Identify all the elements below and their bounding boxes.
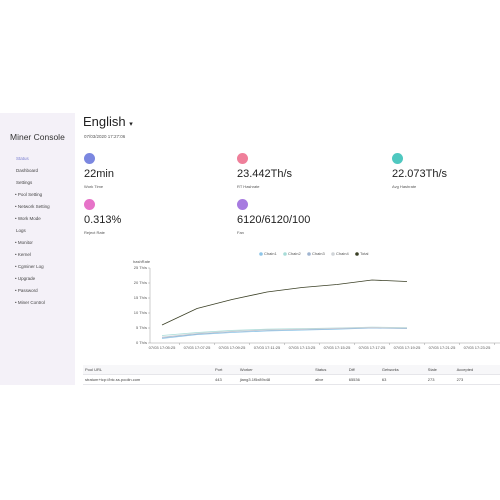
legend-label: Chain2 [288, 251, 301, 256]
stat-value: 6120/6120/100 [237, 214, 311, 226]
table-cell: 443 [213, 374, 238, 385]
legend-label: Chain1 [264, 251, 277, 256]
table-cell: jiang3.1f5x89x48 [237, 374, 314, 385]
stat-card: 22.073Th/s Avg Hashrate [392, 153, 500, 189]
x-tick-label: 07/03 17:05:25 [149, 345, 176, 350]
table-header-cell: Diff [346, 365, 380, 375]
stat-icon [237, 153, 248, 164]
menu-item[interactable]: Dashboard [16, 168, 39, 173]
table-header-cell: Port [213, 365, 238, 375]
language[interactable]: English [83, 114, 126, 129]
menu-item[interactable]: • Work Mode [15, 216, 41, 221]
stat-icon [237, 199, 248, 210]
table-cell: 273 [454, 374, 500, 385]
stat-card: 0.313% Reject Rate [84, 199, 224, 235]
table-cell: 63 [379, 374, 426, 385]
legend-swatch [355, 252, 359, 256]
table-header-cell: Getworks [379, 365, 426, 375]
y-tick-label: 15 Th/s [134, 295, 147, 300]
stat-card: 22min Work Time [84, 153, 224, 189]
stat-card: 6120/6120/100 Fan [237, 199, 377, 235]
stat-icon [84, 153, 95, 164]
menu-item[interactable]: • Cgminer Log [15, 264, 44, 269]
series-line [161, 279, 408, 326]
stat-value: 22.073Th/s [392, 168, 448, 180]
x-tick-label: 07/03 17:11:25 [254, 345, 281, 350]
x-tick-label: 07/03 17:07:25 [184, 345, 211, 350]
table-body: stratum+tcp://btc.ss.poolin.com 443 jiang3… [83, 374, 500, 385]
menu-item[interactable]: • Password [15, 288, 38, 293]
y-tick-label: 25 Th/s [134, 265, 147, 270]
x-tick-label: 07/03 17:23:25 [464, 345, 491, 350]
x-tick-label: 07/03 17:21:25 [429, 345, 456, 350]
legend-label: Chain3 [312, 251, 325, 256]
x-tick-label: 07/03 17:09:25 [219, 345, 246, 350]
series-line [161, 326, 408, 338]
table-cell: stratum+tcp://btc.ss.poolin.com [83, 374, 214, 385]
menu-item[interactable]: • Miner Control [15, 300, 45, 305]
stat-icon [84, 199, 95, 210]
stat-card: 23.442Th/s RT Hashrate [237, 153, 377, 189]
legend-label: Total [360, 251, 369, 256]
x-tick-label: 07/03 17:15:25 [324, 345, 351, 350]
stat-value: 0.313% [84, 214, 122, 226]
y-axis-label: hashRate [133, 259, 151, 264]
stat-value: 23.442Th/s [237, 168, 293, 180]
y-tick-label: 5 Th/s [136, 325, 147, 330]
sidebar-title: Miner Console [10, 132, 65, 142]
legend-swatch [307, 252, 311, 256]
datetime: 07/03/2020 17:27:06 [84, 134, 126, 139]
menu-item[interactable]: • Monitor [15, 240, 33, 245]
table-header-cell: Pool URL [83, 365, 214, 375]
menu-item[interactable]: Status [16, 156, 29, 161]
legend-swatch [259, 252, 263, 256]
stat-label: Reject Rate [84, 230, 105, 235]
table-cell: alive [313, 374, 347, 385]
stat-value: 22min [84, 168, 114, 180]
table-header-cell: Worker [237, 365, 314, 375]
table-header-cell: Accepted [454, 365, 500, 375]
sidebar: Miner Console Status Dashboard Settings • P… [0, 113, 75, 385]
legend-swatch [283, 252, 287, 256]
stat-icon [392, 153, 403, 164]
stat-label: Work Time [84, 184, 104, 189]
x-tick-label: 07/03 17:19:25 [394, 345, 421, 350]
menu-item[interactable]: Logs [16, 228, 26, 233]
menu-item[interactable]: • Kernel [15, 252, 31, 257]
y-tick-label: 20 Th/s [134, 280, 147, 285]
y-tick-label: 0 Th/s [136, 340, 147, 345]
menu-item[interactable]: Settings [16, 180, 33, 185]
x-tick-label: 07/03 17:17:25 [359, 345, 386, 350]
stat-label: Fan [237, 230, 244, 235]
legend-label: Chain4 [336, 251, 349, 256]
menu-item[interactable]: • Pool Setting [15, 192, 43, 197]
table-cell: 65536 [346, 374, 380, 385]
pool-table: Pool URL Port Worker Status Diff Getworks Stal… [83, 365, 500, 385]
table-header-cell: Stale [425, 365, 455, 375]
menu-item[interactable]: • Upgrade [15, 276, 36, 281]
table-row: stratum+tcp://btc.ss.poolin.com 443 jiang3… [83, 374, 500, 385]
menu-item[interactable]: • Network Setting [15, 204, 50, 209]
language-select[interactable]: English ▾ [83, 114, 133, 129]
y-tick-label: 10 Th/s [134, 310, 147, 315]
chart: hashRate 0 Th/s 5 Th/s 10 Th/s 15 Th/s 20 Th/… [133, 251, 500, 350]
table-cell: 273 [425, 374, 455, 385]
legend-swatch [331, 252, 335, 256]
table-header: Pool URL Port Worker Status Diff Getworks Stal… [83, 365, 500, 375]
x-tick-label: 07/03 17:13:25 [289, 345, 316, 350]
table-header-cell: Status [313, 365, 347, 375]
stat-label: RT Hashrate [237, 184, 260, 189]
menu: Status Dashboard Settings • Pool Setting • N… [0, 153, 75, 309]
stat-label: Avg Hashrate [392, 184, 417, 189]
